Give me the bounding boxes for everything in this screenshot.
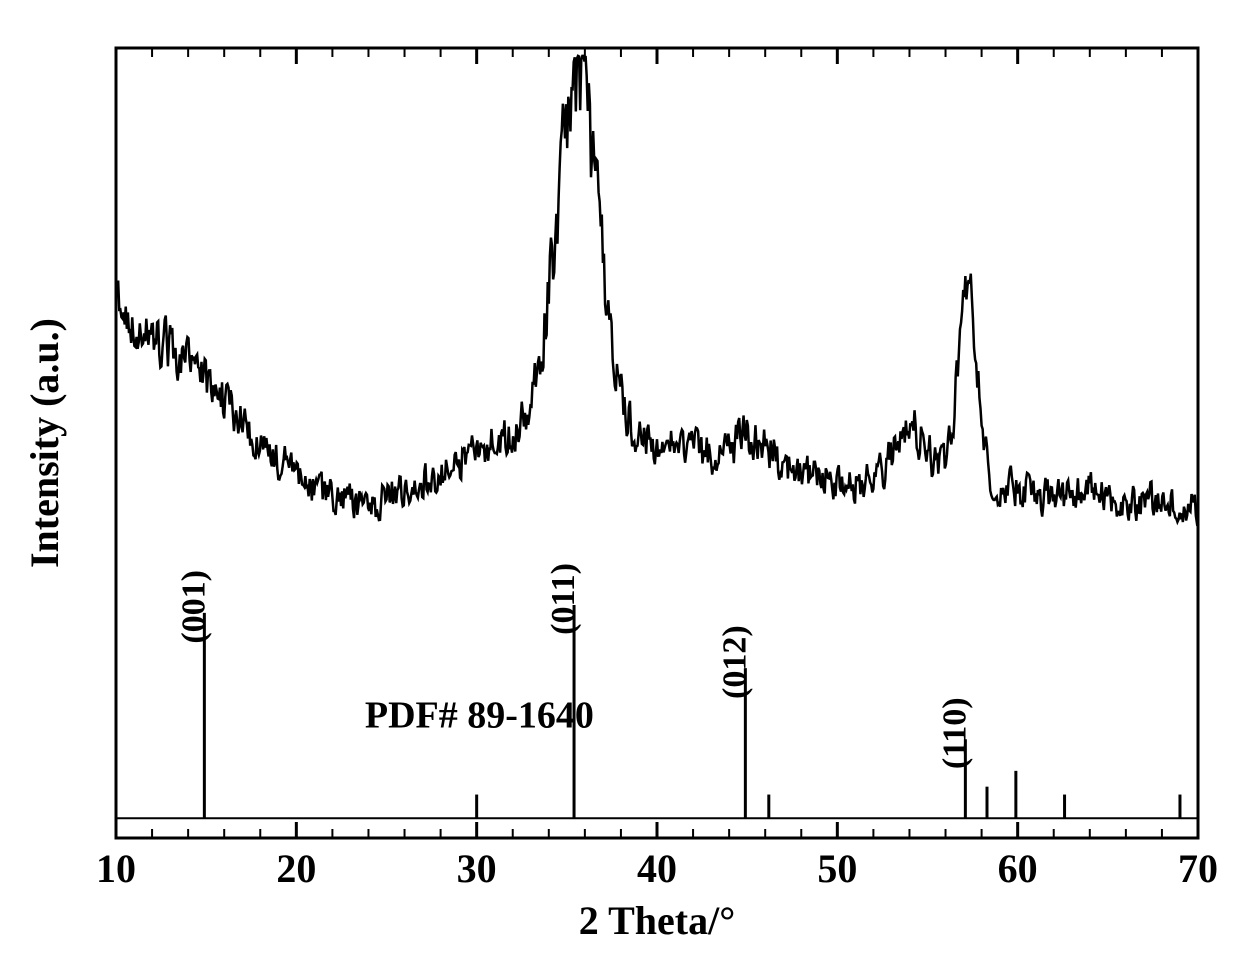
x-tick-label: 20 [276, 846, 316, 891]
x-tick-label: 10 [96, 846, 136, 891]
miller-index-label: (012) [716, 625, 753, 699]
reference-card-label: PDF# 89-1640 [365, 694, 594, 736]
miller-index-label: (110) [936, 697, 973, 769]
x-tick-label: 60 [998, 846, 1038, 891]
chart-svg: 10 20 30 40 50 60 70 2 Theta/° Intensity (a.u.) (… [0, 0, 1240, 964]
x-tick-label: 50 [817, 846, 857, 891]
x-tick-label: 70 [1178, 846, 1218, 891]
x-tick-label: 40 [637, 846, 677, 891]
xrd-chart: 10 20 30 40 50 60 70 2 Theta/° Intensity (a.u.) (… [0, 0, 1240, 964]
miller-index-label: (011) [545, 563, 582, 635]
x-axis-label: 2 Theta/° [579, 898, 735, 943]
y-axis-label: Intensity (a.u.) [22, 318, 67, 568]
x-tick-label: 30 [457, 846, 497, 891]
xrd-trace [116, 56, 1198, 523]
miller-index-label: (001) [175, 570, 212, 644]
